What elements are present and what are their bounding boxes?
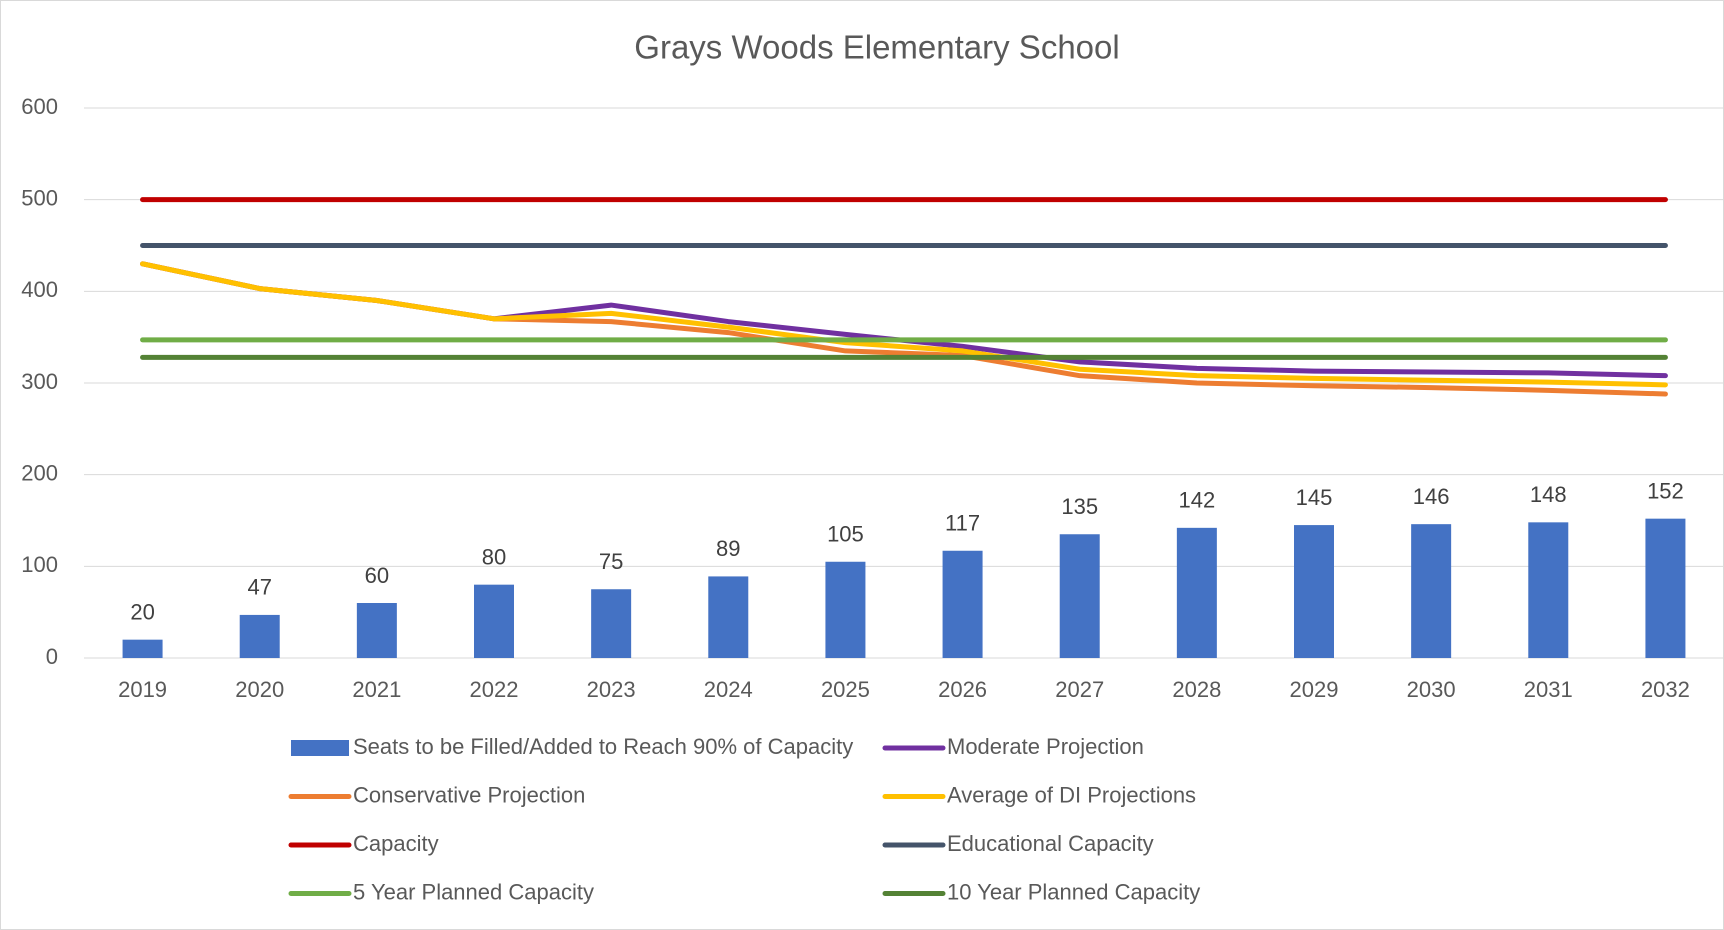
x-tick-label: 2028 bbox=[1172, 677, 1221, 702]
bar bbox=[708, 576, 749, 658]
chart-title: Grays Woods Elementary School bbox=[634, 29, 1119, 66]
legend-label: Moderate Projection bbox=[947, 734, 1144, 759]
data-label: 105 bbox=[827, 522, 864, 547]
data-label: 145 bbox=[1296, 485, 1333, 510]
bar bbox=[356, 603, 397, 658]
bar bbox=[1528, 522, 1569, 658]
x-tick-label: 2019 bbox=[118, 677, 167, 702]
bar bbox=[1294, 525, 1334, 658]
y-tick-label: 400 bbox=[21, 277, 58, 302]
x-tick-label: 2022 bbox=[470, 677, 519, 702]
bar bbox=[825, 561, 866, 658]
data-label: 142 bbox=[1178, 488, 1215, 513]
x-tick-label: 2024 bbox=[704, 677, 753, 702]
y-tick-label: 0 bbox=[46, 644, 58, 669]
line bbox=[140, 261, 1668, 388]
data-label: 135 bbox=[1061, 494, 1098, 519]
data-label: 89 bbox=[716, 536, 740, 561]
x-tick-label: 2029 bbox=[1290, 677, 1339, 702]
y-tick-label: 300 bbox=[21, 369, 58, 394]
legend-label: Capacity bbox=[353, 831, 439, 856]
data-label: 60 bbox=[365, 563, 389, 588]
bar bbox=[1059, 534, 1100, 658]
legend-label: 10 Year Planned Capacity bbox=[947, 879, 1200, 904]
x-tick-label: 2030 bbox=[1407, 677, 1456, 702]
data-label: 75 bbox=[599, 549, 623, 574]
legend-label: Seats to be Filled/Added to Reach 90% of… bbox=[353, 734, 853, 759]
data-label: 80 bbox=[482, 544, 506, 569]
y-tick-label: 200 bbox=[21, 460, 58, 485]
bar bbox=[239, 614, 280, 658]
bar bbox=[1645, 518, 1686, 658]
data-label: 148 bbox=[1530, 482, 1567, 507]
x-tick-label: 2027 bbox=[1055, 677, 1104, 702]
data-label: 146 bbox=[1413, 484, 1450, 509]
x-tick-label: 2023 bbox=[587, 677, 636, 702]
y-tick-label: 600 bbox=[21, 94, 58, 119]
y-tick-label: 500 bbox=[21, 185, 58, 210]
bar bbox=[122, 639, 163, 658]
bar bbox=[1176, 527, 1217, 658]
legend-label: 5 Year Planned Capacity bbox=[353, 879, 594, 904]
data-label: 117 bbox=[945, 511, 980, 536]
bar bbox=[591, 589, 632, 658]
x-tick-label: 2020 bbox=[235, 677, 284, 702]
x-tick-label: 2031 bbox=[1524, 677, 1573, 702]
legend-swatch bbox=[291, 740, 349, 756]
legend-label: Educational Capacity bbox=[947, 831, 1154, 856]
data-label: 47 bbox=[247, 575, 271, 600]
bar bbox=[474, 584, 514, 658]
y-tick-label: 100 bbox=[21, 552, 58, 577]
bar bbox=[1411, 524, 1452, 658]
legend-label: Conservative Projection bbox=[353, 782, 585, 807]
x-tick-label: 2025 bbox=[821, 677, 870, 702]
x-tick-label: 2032 bbox=[1641, 677, 1690, 702]
data-label: 20 bbox=[130, 599, 154, 624]
x-tick-label: 2021 bbox=[352, 677, 401, 702]
legend-label: Average of DI Projections bbox=[947, 782, 1196, 807]
bar bbox=[942, 550, 983, 658]
data-label: 152 bbox=[1647, 478, 1684, 503]
x-tick-label: 2026 bbox=[938, 677, 987, 702]
